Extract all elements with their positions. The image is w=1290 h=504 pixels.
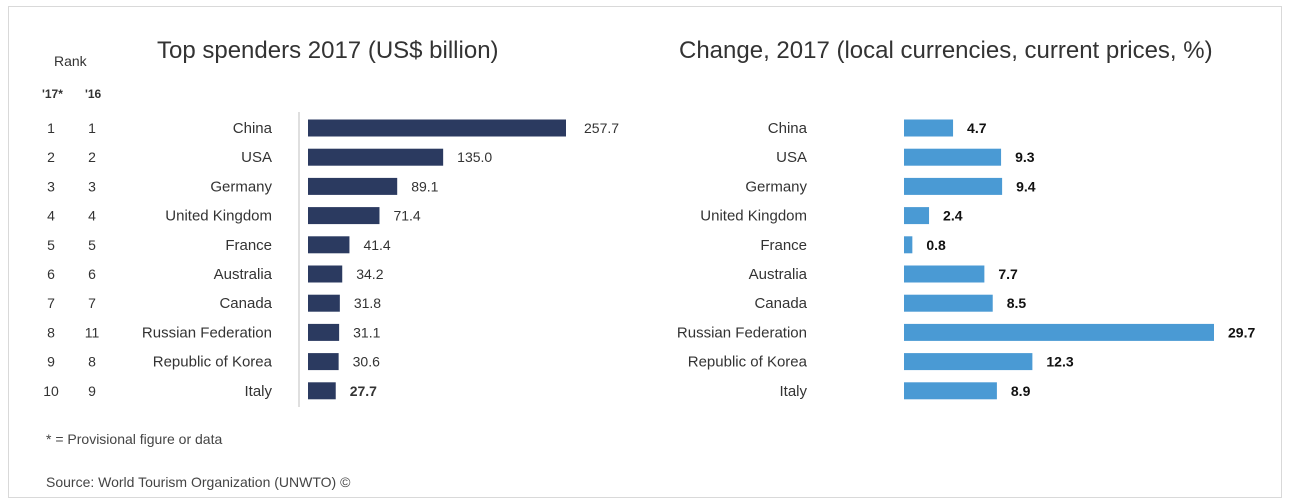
right-bar: [904, 353, 1033, 371]
right-category-label: China: [768, 120, 808, 137]
left-value-label: 41.4: [363, 237, 390, 253]
right-value-label: 8.9: [1011, 383, 1031, 399]
left-category-label: Italy: [244, 383, 272, 400]
right-bar: [904, 177, 1003, 195]
right-category-label: Germany: [745, 178, 807, 195]
rank-2016-4: 4: [88, 208, 96, 224]
rank-2017-3: 3: [47, 178, 55, 194]
rank-2017-8: 8: [47, 324, 55, 340]
right-value-label: 9.4: [1016, 178, 1036, 194]
left-bar: [308, 207, 380, 225]
left-value-label: 71.4: [393, 208, 420, 224]
rank-2017-6: 6: [47, 266, 55, 282]
rank-2017-1: 1: [47, 120, 55, 136]
left-chart-title: Top spenders 2017 (US$ billion): [157, 37, 499, 64]
left-bar: [308, 323, 340, 341]
rank-2016-9: 8: [88, 354, 96, 370]
rank-2017-4: 4: [47, 208, 55, 224]
rank-2017-10: 10: [43, 383, 59, 399]
left-value-label: 31.8: [354, 295, 381, 311]
right-category-label: France: [760, 237, 807, 254]
rank-2016-5: 5: [88, 237, 96, 253]
left-category-label: China: [233, 120, 273, 137]
rank-column-2017: '17*: [42, 87, 63, 101]
rank-2016-2: 2: [88, 149, 96, 165]
left-bar: [308, 353, 339, 371]
left-category-label: Canada: [219, 295, 272, 312]
right-value-label: 0.8: [926, 237, 946, 253]
right-value-label: 7.7: [998, 266, 1018, 282]
left-category-label: Germany: [210, 178, 272, 195]
right-value-label: 12.3: [1046, 354, 1073, 370]
left-value-label: 34.2: [356, 266, 383, 282]
left-chart-rows: 1 1 China 257.72 2 USA 135.03 3 Germany 89.14 4 Uni…: [43, 119, 619, 400]
rank-2016-8: 11: [85, 324, 100, 340]
right-value-label: 2.4: [943, 208, 963, 224]
right-chart-title: Change, 2017 (local currencies, current …: [679, 37, 1213, 64]
left-category-label: France: [225, 237, 272, 254]
chart-frame: Rank '17* '16 Top spenders 2017 (US$ bil…: [8, 6, 1282, 498]
right-category-label: USA: [776, 149, 807, 166]
rank-2016-1: 1: [88, 120, 96, 136]
left-category-label: Australia: [214, 266, 273, 283]
right-bar: [904, 323, 1214, 341]
left-category-label: Republic of Korea: [153, 354, 273, 371]
left-value-label: 257.7: [584, 120, 619, 136]
rank-heading: Rank: [54, 53, 88, 69]
right-category-label: Republic of Korea: [688, 354, 808, 371]
right-category-label: Australia: [749, 266, 808, 283]
left-value-label: 30.6: [353, 354, 380, 370]
rank-2016-10: 9: [88, 383, 96, 399]
left-bar: [308, 294, 340, 312]
rank-2016-6: 6: [88, 266, 96, 282]
left-category-label: USA: [241, 149, 272, 166]
right-category-label: Canada: [754, 295, 807, 312]
right-bar: [904, 236, 913, 254]
left-bar: [308, 265, 343, 283]
left-bar: [308, 236, 350, 254]
right-bar: [904, 207, 930, 225]
right-value-label: 29.7: [1228, 324, 1255, 340]
rank-2017-9: 9: [47, 354, 55, 370]
rank-2016-3: 3: [88, 178, 96, 194]
right-bar: [904, 382, 997, 400]
left-value-label: 31.1: [353, 324, 380, 340]
right-category-label: United Kingdom: [700, 208, 807, 225]
left-value-label: 89.1: [411, 178, 438, 194]
right-value-label: 9.3: [1015, 149, 1035, 165]
right-bar: [904, 119, 954, 137]
right-chart-rows: China 4.7 USA 9.3 Germany 9.4 United Kingdom 2.…: [677, 119, 1255, 400]
left-category-label: Russian Federation: [142, 324, 272, 341]
right-bar: [904, 265, 985, 283]
rank-column-2016: '16: [85, 87, 102, 101]
left-value-label: 135.0: [457, 149, 492, 165]
right-bar: [904, 148, 1002, 166]
footnote: * = Provisional figure or data: [46, 431, 222, 447]
left-bar: [308, 119, 566, 137]
right-category-label: Russian Federation: [677, 324, 807, 341]
right-value-label: 8.5: [1007, 295, 1027, 311]
right-value-label: 4.7: [967, 120, 987, 136]
chart-canvas: Rank '17* '16 Top spenders 2017 (US$ bil…: [42, 37, 1255, 490]
rank-2016-7: 7: [88, 295, 96, 311]
left-category-label: United Kingdom: [165, 208, 272, 225]
rank-2017-2: 2: [47, 149, 55, 165]
rank-2017-5: 5: [47, 237, 55, 253]
right-category-label: Italy: [779, 383, 807, 400]
source-note: Source: World Tourism Organization (UNWT…: [46, 474, 351, 490]
left-value-label: 27.7: [350, 383, 377, 399]
rank-2017-7: 7: [47, 295, 55, 311]
left-bar: [308, 382, 336, 400]
left-bar: [308, 177, 398, 195]
right-bar: [904, 294, 993, 312]
left-bar: [308, 148, 444, 166]
